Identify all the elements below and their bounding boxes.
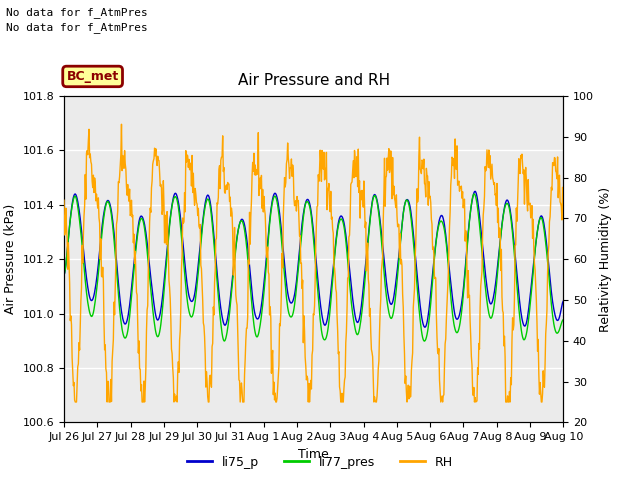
Legend: li75_p, li77_pres, RH: li75_p, li77_pres, RH <box>182 451 458 474</box>
Y-axis label: Relativity Humidity (%): Relativity Humidity (%) <box>600 187 612 332</box>
Text: No data for f_AtmPres: No data for f_AtmPres <box>6 22 148 33</box>
X-axis label: Time: Time <box>298 448 329 461</box>
Y-axis label: Air Pressure (kPa): Air Pressure (kPa) <box>4 204 17 314</box>
Text: BC_met: BC_met <box>67 70 119 83</box>
Title: Air Pressure and RH: Air Pressure and RH <box>237 73 390 88</box>
Text: No data for f_AtmPres: No data for f_AtmPres <box>6 7 148 18</box>
